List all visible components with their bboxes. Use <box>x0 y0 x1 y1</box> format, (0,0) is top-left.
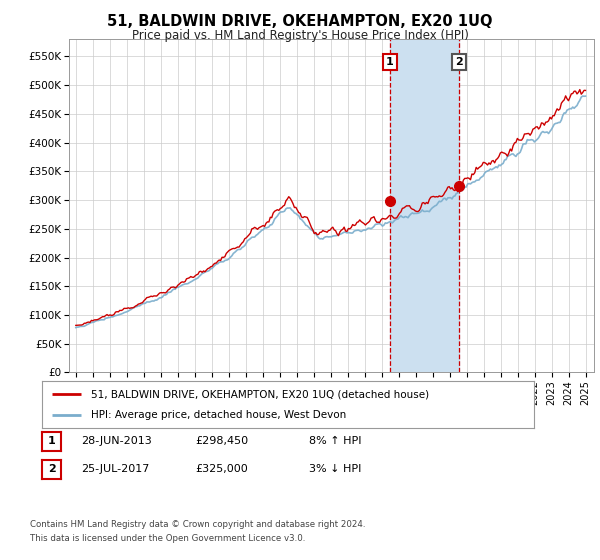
Text: £325,000: £325,000 <box>195 464 248 474</box>
Text: HPI: Average price, detached house, West Devon: HPI: Average price, detached house, West… <box>91 410 346 420</box>
Text: 2: 2 <box>455 57 463 67</box>
Text: 1: 1 <box>386 57 394 67</box>
Text: 25-JUL-2017: 25-JUL-2017 <box>81 464 149 474</box>
Bar <box>390 39 459 372</box>
Text: 3% ↓ HPI: 3% ↓ HPI <box>309 464 361 474</box>
Text: 28-JUN-2013: 28-JUN-2013 <box>81 436 152 446</box>
Text: This data is licensed under the Open Government Licence v3.0.: This data is licensed under the Open Gov… <box>30 534 305 543</box>
Text: 2: 2 <box>48 464 55 474</box>
Text: Contains HM Land Registry data © Crown copyright and database right 2024.: Contains HM Land Registry data © Crown c… <box>30 520 365 529</box>
Text: 51, BALDWIN DRIVE, OKEHAMPTON, EX20 1UQ: 51, BALDWIN DRIVE, OKEHAMPTON, EX20 1UQ <box>107 14 493 29</box>
Text: £298,450: £298,450 <box>195 436 248 446</box>
Text: 8% ↑ HPI: 8% ↑ HPI <box>309 436 361 446</box>
Text: Price paid vs. HM Land Registry's House Price Index (HPI): Price paid vs. HM Land Registry's House … <box>131 29 469 42</box>
Text: 1: 1 <box>48 436 55 446</box>
Text: 51, BALDWIN DRIVE, OKEHAMPTON, EX20 1UQ (detached house): 51, BALDWIN DRIVE, OKEHAMPTON, EX20 1UQ … <box>91 389 430 399</box>
